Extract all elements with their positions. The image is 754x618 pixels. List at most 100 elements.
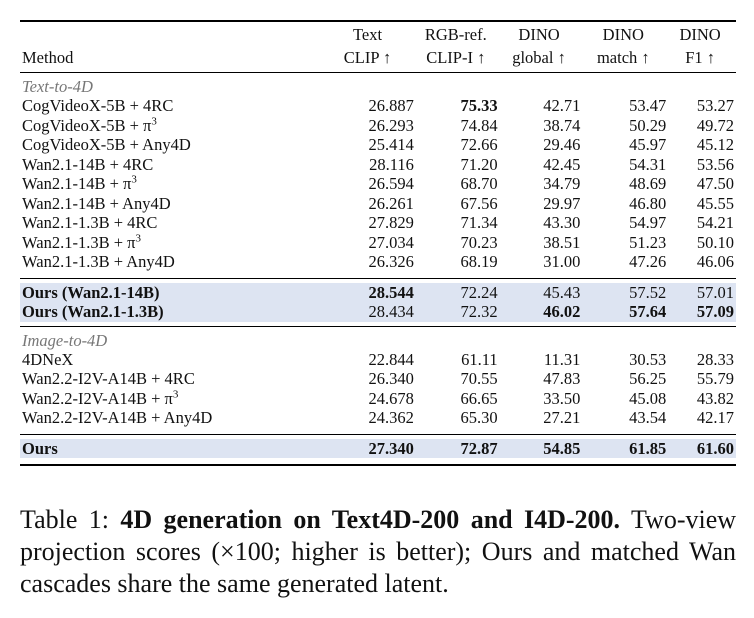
value-cell: 46.80 (629, 193, 667, 213)
table-header: Method Text CLIP ↑ RGB-ref. CLIP-I ↑ DIN… (20, 22, 736, 72)
value-cell: 72.66 (460, 135, 498, 154)
method-superscript: 3 (135, 232, 141, 244)
table-row: CogVideoX-5B + 4RC 26.887 75.33 42.71 53.47 5… (20, 96, 736, 116)
value-cell: 29.97 (543, 193, 581, 213)
header-text-clip: Text CLIP ↑ (321, 23, 414, 69)
value-cell: 57.52 (629, 282, 667, 302)
value-cell: 49.72 (696, 115, 734, 135)
value-cell: 72.87 (460, 438, 498, 458)
value-cell: 24.678 (368, 388, 414, 408)
method-cell: Wan2.1-1.3B + π3 (22, 232, 141, 252)
table-row: Wan2.1-1.3B + π3 27.034 70.23 38.51 51.23 50.… (20, 233, 736, 253)
value-cell: 70.55 (460, 369, 498, 388)
header-dino-f1-line1: DINO (679, 25, 721, 44)
value-cell: 54.85 (543, 438, 581, 458)
table-row: 4DNeX 22.844 61.11 11.31 30.53 28.33 (20, 350, 736, 370)
value-cell: 42.45 (543, 154, 581, 174)
value-cell: 33.50 (543, 388, 581, 408)
value-cell: 50.29 (629, 115, 667, 135)
table-body: Text-to-4D CogVideoX-5B + 4RC 26.887 75.33 4… (20, 73, 736, 464)
value-cell: 72.32 (460, 302, 498, 321)
section-rule (20, 325, 736, 327)
table-caption: Table 1: 4D generation on Text4D-200 and… (20, 504, 736, 600)
header-method: Method (22, 48, 74, 67)
method-cell: Wan2.1-14B + 4RC (22, 154, 154, 174)
section-title: Image-to-4D (22, 330, 108, 350)
value-cell: 55.79 (696, 369, 734, 388)
value-cell: 53.56 (696, 154, 734, 174)
value-cell: 46.02 (543, 302, 581, 321)
value-cell: 61.11 (461, 349, 498, 369)
value-cell: 45.55 (696, 193, 734, 213)
value-cell: 28.434 (368, 302, 414, 321)
caption-title: 4D generation on Text4D-200 and I4D-200. (120, 505, 621, 534)
value-cell: 34.79 (543, 174, 581, 193)
value-cell: 27.829 (368, 213, 414, 232)
bottom-rule (20, 464, 736, 466)
value-cell: 56.25 (629, 369, 667, 388)
header-dino-global: DINO global ↑ (498, 23, 581, 69)
table-row: Wan2.1-14B + π3 26.594 68.70 34.79 48.69 47.5… (20, 174, 736, 194)
header-rgb-clip-i-line2: CLIP-I ↑ (426, 48, 486, 67)
ours-rule (20, 433, 736, 435)
method-cell: Ours (Wan2.1-14B) (22, 282, 160, 302)
section-title: Text-to-4D (22, 77, 93, 96)
value-cell: 47.26 (629, 252, 667, 271)
value-cell: 31.00 (543, 252, 581, 271)
value-cell: 67.56 (460, 193, 498, 213)
value-cell: 28.544 (368, 282, 414, 302)
table-row: CogVideoX-5B + Any4D 25.414 72.66 29.46 45.9… (20, 135, 736, 155)
value-cell: 70.23 (460, 232, 498, 252)
header-dino-match-line2: match ↑ (596, 48, 650, 67)
value-cell: 43.82 (696, 388, 734, 408)
header-text-clip-line1: Text (352, 25, 383, 44)
value-cell: 38.51 (543, 232, 581, 252)
header-dino-global-line2: global ↑ (512, 48, 566, 67)
table-row: Wan2.2-I2V-A14B + Any4D 24.362 65.30 27.21 4… (20, 408, 736, 428)
value-cell: 68.19 (460, 252, 498, 271)
value-cell: 26.293 (368, 115, 414, 135)
method-cell: Wan2.1-14B + π3 (22, 173, 137, 193)
value-cell: 53.47 (629, 96, 667, 115)
table-row: Wan2.1-14B + Any4D 26.261 67.56 29.97 46.80 4… (20, 194, 736, 214)
value-cell: 61.60 (696, 438, 734, 458)
value-cell: 46.06 (696, 252, 734, 271)
value-cell: 11.31 (543, 349, 581, 369)
method-cell: 4DNeX (22, 349, 74, 369)
value-cell: 71.34 (460, 213, 498, 232)
value-cell: 27.340 (368, 438, 414, 458)
value-cell: 72.24 (460, 282, 498, 302)
value-cell: 45.08 (629, 388, 667, 408)
caption-body: Two-view projection scores (×100; higher… (20, 505, 737, 598)
method-cell: Ours (22, 438, 58, 458)
value-cell: 57.09 (696, 302, 734, 321)
value-cell: 45.43 (543, 282, 581, 302)
value-cell: 22.844 (368, 349, 414, 369)
value-cell: 25.414 (368, 135, 414, 154)
value-cell: 28.33 (696, 349, 734, 369)
method-cell: CogVideoX-5B + Any4D (22, 135, 191, 154)
value-cell: 53.27 (696, 96, 734, 115)
value-cell: 43.54 (629, 408, 667, 427)
value-cell: 54.21 (696, 213, 734, 232)
value-cell: 65.30 (460, 408, 498, 427)
table-row: CogVideoX-5B + π3 26.293 74.84 38.74 50.29 49… (20, 116, 736, 136)
value-cell: 30.53 (629, 349, 667, 369)
table-row: Wan2.2-I2V-A14B + 4RC 26.340 70.55 47.83 56.… (20, 369, 736, 389)
value-cell: 42.17 (696, 408, 734, 427)
value-cell: 45.12 (696, 135, 734, 154)
value-cell: 28.116 (369, 154, 414, 174)
value-cell: 54.31 (629, 154, 667, 174)
value-cell: 26.594 (368, 174, 414, 193)
header-rule (20, 72, 736, 73)
method-cell: Wan2.2-I2V-A14B + π3 (22, 388, 179, 408)
header-dino-f1-line2: F1 ↑ (685, 48, 715, 67)
header-rgb-clip-i-line1: RGB-ref. (424, 25, 487, 44)
value-cell: 71.20 (460, 154, 498, 174)
value-cell: 57.01 (696, 282, 734, 302)
value-cell: 26.326 (368, 252, 414, 271)
method-cell: Wan2.1-1.3B + Any4D (22, 252, 175, 271)
value-cell: 74.84 (460, 115, 498, 135)
method-superscript: 3 (131, 173, 137, 186)
value-cell: 26.340 (368, 369, 414, 388)
